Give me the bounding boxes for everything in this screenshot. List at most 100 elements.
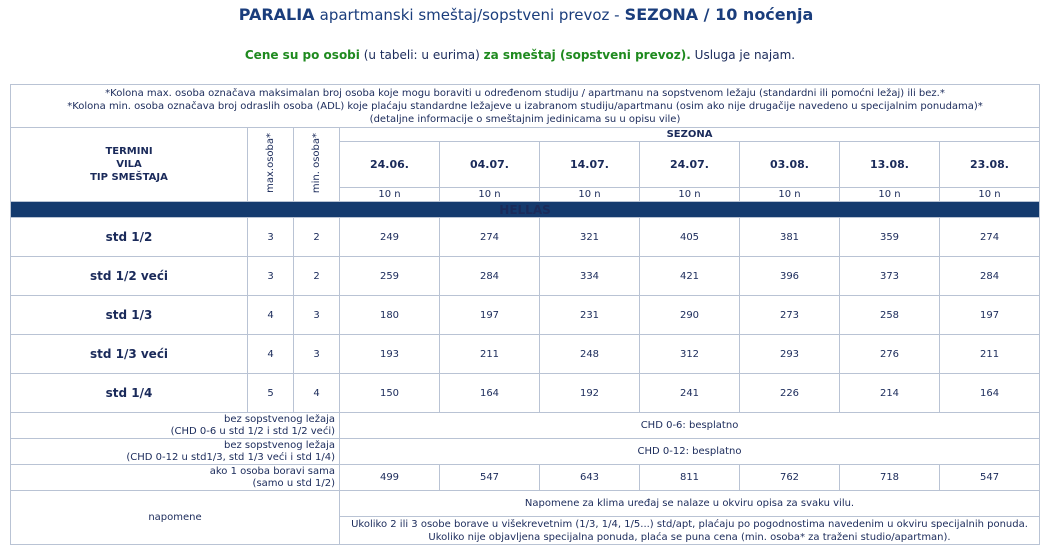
note-detail: (detaljne informacije o smeštajnim jedin… xyxy=(369,113,681,125)
subtitle-part1: Cene su po osobi xyxy=(244,48,360,62)
min-value: 3 xyxy=(293,295,340,335)
napomene-label: napomene xyxy=(10,490,340,545)
nights-cell: 10 n xyxy=(539,187,640,202)
table-row: std 1/3 4 3 180 197 231 290 273 258 197 xyxy=(10,295,1040,335)
price-cell: 321 xyxy=(539,217,640,257)
price-cell: 762 xyxy=(739,464,840,491)
price-cell: 312 xyxy=(639,334,740,374)
section-hellas: HELLAS xyxy=(9,201,1040,218)
nights-cell: 10 n xyxy=(938,187,1040,202)
note-min: *Kolona min. osoba označava broj odrasli… xyxy=(67,100,983,112)
max-value: 3 xyxy=(247,217,294,257)
price-cell: 150 xyxy=(339,373,440,413)
price-cell: 164 xyxy=(938,373,1040,413)
price-cell: 499 xyxy=(339,464,440,491)
price-cell: 249 xyxy=(339,217,440,257)
room-type: std 1/3 veći xyxy=(10,334,248,374)
note-max: *Kolona max. osoba označava maksimalan b… xyxy=(105,87,945,99)
price-cell: 248 xyxy=(539,334,640,374)
table-row: ako 1 osoba boravi sama (samo u std 1/2)… xyxy=(10,464,1040,491)
date-cell: 24.07. xyxy=(639,141,740,188)
header-min-osoba: min. osoba* xyxy=(293,127,340,202)
table-row: std 1/2 veći 3 2 259 284 334 421 396 373… xyxy=(10,256,1040,296)
chd2-value: CHD 0-12: besplatno xyxy=(338,438,1040,465)
price-cell: 192 xyxy=(539,373,640,413)
min-value: 2 xyxy=(293,256,340,296)
title-season: SEZONA / 10 noćenja xyxy=(624,5,814,24)
price-cell: 274 xyxy=(439,217,540,257)
price-cell: 193 xyxy=(339,334,440,374)
room-type: std 1/2 veći xyxy=(10,256,248,296)
min-value: 3 xyxy=(293,334,340,374)
max-value: 3 xyxy=(247,256,294,296)
date-cell: 04.07. xyxy=(439,141,540,188)
price-cell: 164 xyxy=(439,373,540,413)
table-row: bez sopstvenog ležaja (CHD 0-12 u std1/3… xyxy=(10,438,1040,465)
price-cell: 211 xyxy=(439,334,540,374)
title-desc: apartmanski smeštaj/sopstveni prevoz - xyxy=(319,6,620,24)
napomene-note1: Napomene za klima uređaj se nalaze u okv… xyxy=(338,490,1040,517)
price-cell: 334 xyxy=(539,256,640,296)
room-type: std 1/3 xyxy=(10,295,248,335)
price-cell: 231 xyxy=(539,295,640,335)
price-cell: 226 xyxy=(739,373,840,413)
notes-block: *Kolona max. osoba označava maksimalan b… xyxy=(9,84,1040,128)
price-cell: 274 xyxy=(938,217,1040,257)
table-row: std 1/4 5 4 150 164 192 241 226 214 164 xyxy=(10,373,1040,413)
price-cell: 293 xyxy=(739,334,840,374)
chd1-value: CHD 0-6: besplatno xyxy=(338,412,1040,439)
room-type: std 1/2 xyxy=(10,217,248,257)
nights-cell: 10 n xyxy=(439,187,540,202)
nights-cell: 10 n xyxy=(339,187,440,202)
max-value: 5 xyxy=(247,373,294,413)
price-cell: 197 xyxy=(938,295,1040,335)
min-value: 2 xyxy=(293,217,340,257)
header-max-osoba: max.osoba* xyxy=(247,127,294,202)
price-cell: 396 xyxy=(739,256,840,296)
price-cell: 381 xyxy=(739,217,840,257)
table-row: std 1/3 veći 4 3 193 211 248 312 293 276… xyxy=(10,334,1040,374)
price-cell: 359 xyxy=(839,217,940,257)
room-type: std 1/4 xyxy=(10,373,248,413)
table-row: bez sopstvenog ležaja (CHD 0-6 u std 1/2… xyxy=(10,412,1040,439)
date-cell: 24.06. xyxy=(339,141,440,188)
price-cell: 259 xyxy=(339,256,440,296)
subtitle-part4: Usluga je najam. xyxy=(694,48,796,62)
max-value: 4 xyxy=(247,334,294,374)
price-cell: 421 xyxy=(639,256,740,296)
nights-cell: 10 n xyxy=(839,187,940,202)
price-table: *Kolona max. osoba označava maksimalan b… xyxy=(9,84,1040,545)
price-cell: 284 xyxy=(938,256,1040,296)
price-cell: 284 xyxy=(439,256,540,296)
page-subtitle: Cene su po osobi (u tabeli: u eurima) za… xyxy=(0,48,1040,62)
table-row: std 1/2 3 2 249 274 321 405 381 359 274 xyxy=(10,217,1040,257)
min-value: 4 xyxy=(293,373,340,413)
header-sezona: SEZONA xyxy=(338,127,1040,142)
table-row: Ukoliko 2 ili 3 osobe borave u višekreve… xyxy=(11,516,1040,545)
price-cell: 718 xyxy=(839,464,940,491)
subtitle-part2: (u tabeli: u eurima) xyxy=(363,48,480,62)
price-cell: 197 xyxy=(439,295,540,335)
price-cell: 643 xyxy=(539,464,640,491)
single-label: ako 1 osoba boravi sama (samo u std 1/2) xyxy=(10,464,340,491)
header-termini: TERMINI VILA TIP SMEŠTAJA xyxy=(10,127,248,202)
chd1-label: bez sopstvenog ležaja (CHD 0-6 u std 1/2… xyxy=(10,412,340,439)
date-cell: 13.08. xyxy=(839,141,940,188)
date-cell: 14.07. xyxy=(539,141,640,188)
price-cell: 276 xyxy=(839,334,940,374)
table-row: napomene Napomene za klima uređaj se nal… xyxy=(10,490,1040,545)
date-cell: 03.08. xyxy=(739,141,840,188)
date-cell: 23.08. xyxy=(938,141,1040,188)
subtitle-part3: za smeštaj (sopstveni prevoz). xyxy=(483,48,691,62)
nights-cell: 10 n xyxy=(739,187,840,202)
nights-cell: 10 n xyxy=(639,187,740,202)
page-title: PARALIA apartmanski smeštaj/sopstveni pr… xyxy=(0,5,1040,24)
price-cell: 241 xyxy=(639,373,740,413)
max-value: 4 xyxy=(247,295,294,335)
price-cell: 273 xyxy=(739,295,840,335)
price-cell: 547 xyxy=(439,464,540,491)
price-cell: 258 xyxy=(839,295,940,335)
price-cell: 290 xyxy=(639,295,740,335)
title-place: PARALIA xyxy=(238,5,315,24)
napomene-note2: Ukoliko 2 ili 3 osobe borave u višekreve… xyxy=(338,516,1040,545)
